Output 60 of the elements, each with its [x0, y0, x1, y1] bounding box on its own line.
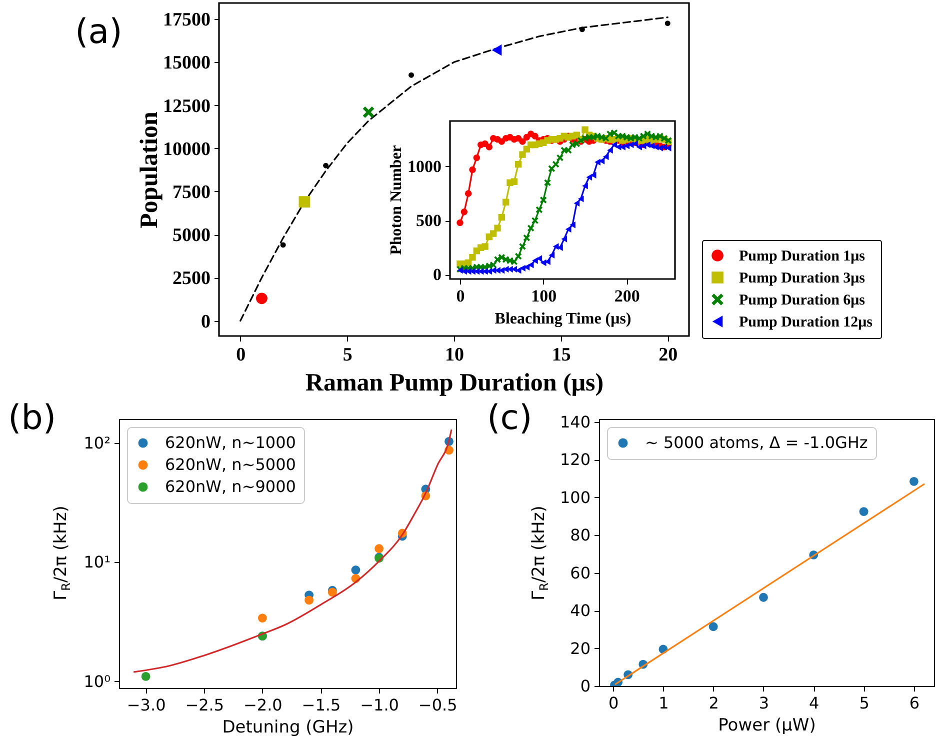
x-tick-label: −2.0 — [244, 696, 282, 714]
legend-label: 620nW, n~9000 — [165, 477, 296, 496]
chart-title: (b) — [8, 398, 56, 438]
legend-label: ∼ 5000 atoms, Δ = -1.0GHz — [645, 433, 868, 452]
y-tick-label: 10000 — [163, 138, 210, 160]
y-tick-label: 500 — [416, 211, 442, 230]
x-tick-label: 100 — [531, 286, 557, 306]
y-tick-label: 10² — [84, 434, 110, 453]
x-axis-title: Power (μW) — [718, 716, 816, 736]
legend-label: Pump Duration 12μs — [739, 314, 873, 330]
x-axis-title: Bleaching Time (μs) — [494, 310, 632, 328]
x-tick-label: −1.5 — [302, 696, 341, 714]
chart-title: (c) — [487, 398, 532, 438]
x-tick-label: 20 — [658, 344, 678, 366]
legend-label: Pump Duration 6μs — [739, 292, 866, 308]
y-tick-label: 20 — [570, 638, 590, 658]
legend-label: 620nW, n~5000 — [165, 455, 296, 474]
y-tick-label: 15000 — [163, 52, 210, 74]
x-tick-label: 0 — [608, 694, 619, 712]
y-tick-label: 140 — [560, 412, 590, 432]
y-axis-title: Photon Number — [388, 145, 406, 255]
x-tick-label: −0.5 — [418, 696, 458, 714]
x-tick-label: −3.0 — [126, 696, 166, 714]
x-tick-label: 5 — [859, 694, 870, 712]
y-tick-label: 80 — [570, 526, 590, 545]
y-axis-title: Population — [136, 112, 164, 228]
x-tick-label: 4 — [809, 694, 820, 712]
y-tick-label: 0 — [433, 265, 442, 284]
legend-label: Pump Duration 1μs — [739, 248, 866, 264]
x-tick-label: 0 — [236, 344, 246, 366]
y-tick-label: 10⁰ — [84, 672, 110, 691]
x-tick-label: 10 — [445, 344, 464, 366]
y-tick-label: 0 — [580, 676, 590, 696]
y-tick-label: 7500 — [172, 182, 210, 203]
x-tick-label: 6 — [909, 694, 920, 712]
y-tick-label: 0 — [201, 311, 210, 332]
y-tick-label: 100 — [560, 488, 590, 507]
x-tick-label: 3 — [758, 694, 770, 712]
x-tick-label: 1 — [658, 694, 669, 712]
y-tick-label: 12500 — [163, 96, 210, 117]
x-tick-label: 2 — [708, 694, 719, 712]
y-tick-label: 120 — [560, 450, 590, 470]
y-tick-label: 5000 — [172, 225, 210, 246]
legend-label: Pump Duration 3μs — [739, 270, 866, 286]
x-tick-label: 5 — [342, 344, 352, 366]
x-tick-label: 15 — [552, 344, 571, 366]
x-tick-label: −1.0 — [360, 696, 399, 714]
y-tick-label: 17500 — [163, 10, 210, 31]
y-tick-label: 1000 — [408, 156, 442, 176]
legend-label: 620nW, n~1000 — [165, 433, 296, 452]
y-tick-label: 40 — [570, 601, 590, 620]
x-axis-title: Detuning (GHz) — [222, 718, 354, 738]
y-tick-label: 10¹ — [84, 552, 110, 572]
x-axis-title: Raman Pump Duration (μs) — [305, 370, 604, 396]
y-tick-label: 2500 — [172, 268, 210, 290]
x-tick-label: 200 — [614, 286, 640, 306]
y-tick-label: 60 — [570, 563, 590, 582]
x-tick-label: −2.5 — [185, 696, 224, 714]
chart-title: (a) — [75, 12, 122, 52]
x-tick-label: 0 — [456, 286, 465, 306]
